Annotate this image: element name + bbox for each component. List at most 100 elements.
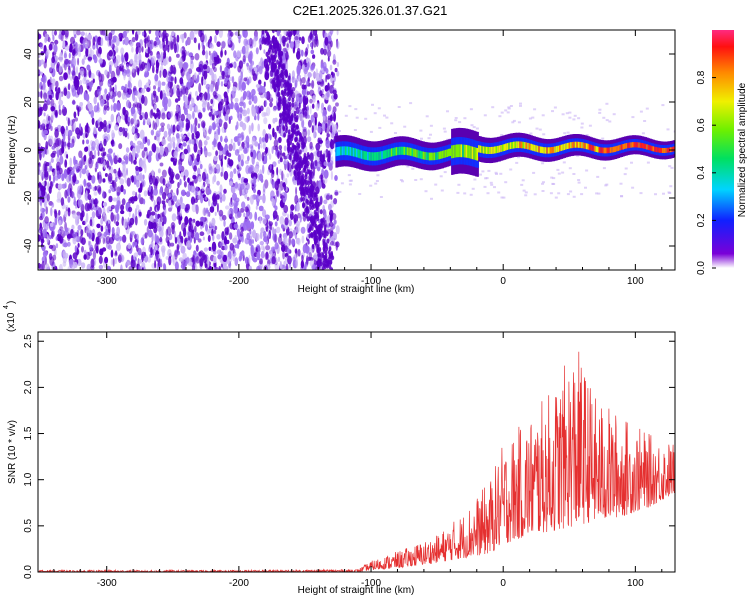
spectrogram-cell	[170, 64, 174, 74]
spectrogram-cell	[301, 77, 306, 84]
spectrogram-cell	[195, 255, 200, 264]
spectrogram-cell	[240, 96, 244, 105]
spectrogram-cell	[213, 155, 218, 162]
spectrogram-cell	[102, 206, 106, 217]
spectrogram-cell	[131, 126, 135, 134]
spectrogram-cell	[61, 173, 65, 182]
spectrogram-cell	[208, 50, 211, 56]
spectrogram-cell	[120, 204, 125, 211]
spectrogram-cell	[159, 43, 163, 49]
spectrogram-cell	[126, 177, 131, 187]
spectrogram-cell	[51, 83, 54, 91]
spectrogram-cell	[257, 123, 261, 132]
spectrogram-cell	[549, 192, 553, 195]
spectrogram-cell	[218, 209, 224, 217]
spectrogram-cell	[234, 212, 240, 219]
spectrogram-cell	[300, 163, 304, 169]
spectrogram-cell	[238, 239, 241, 245]
spectrogram-cell	[166, 73, 169, 83]
spectrogram-cell	[202, 171, 206, 182]
spectrogram-cell	[107, 172, 113, 182]
spectrogram-cell	[208, 199, 211, 207]
spectrogram-cell	[329, 259, 333, 265]
spectrogram-cell	[95, 245, 99, 254]
spectrogram-cell	[176, 84, 180, 90]
spectrogram-cell	[90, 73, 95, 80]
spectrogram-cell	[167, 81, 171, 90]
spectrogram-cell	[66, 90, 71, 99]
spectrogram-cell	[302, 202, 306, 209]
spectrogram-cell	[300, 260, 305, 269]
spectrogram-cell	[264, 100, 268, 107]
spectrogram-cell	[99, 121, 103, 128]
spectrogram-cell	[330, 170, 333, 181]
spectrogram-cell	[255, 84, 261, 88]
spectrogram-cell	[569, 190, 573, 193]
snr-series-line	[38, 351, 675, 572]
spectrogram-cell	[290, 30, 294, 35]
spectrogram-cell	[239, 183, 245, 190]
spectrogram-cell	[171, 31, 175, 37]
spectrogram-cell	[255, 205, 258, 210]
spectrogram-cell	[81, 168, 87, 175]
spectrogram-cell	[184, 95, 188, 106]
spectrogram-cell	[205, 223, 208, 232]
spectrogram-cell	[429, 124, 433, 127]
spectrogram-cell	[143, 252, 147, 257]
spectrogram-cell	[266, 65, 269, 71]
spectrogram-cell	[276, 59, 279, 65]
spectrogram-cell	[163, 50, 167, 60]
spectrogram-cell	[188, 94, 192, 100]
spectrogram-cell	[469, 193, 473, 196]
spectrogram-cell	[150, 195, 154, 202]
spectrogram-cell	[183, 181, 187, 188]
spectrogram-cell	[602, 116, 606, 119]
spectrogram-cell	[62, 105, 65, 110]
spectrogram-cell	[512, 119, 516, 122]
spectrogram-cell	[252, 73, 257, 82]
spectrogram-cell	[148, 184, 151, 193]
spectrogram-cell	[199, 231, 205, 236]
spectrogram-cell	[327, 106, 330, 111]
spectrogram-cell	[323, 228, 327, 234]
spectrogram-cell	[230, 94, 233, 103]
spectrogram-cell	[203, 247, 208, 252]
spectrogram-cell	[282, 250, 285, 260]
spectrogram-cell	[298, 36, 302, 41]
spectrogram-cell	[515, 161, 519, 164]
spectrogram-cell	[38, 142, 41, 148]
spectrogram-cell	[54, 128, 59, 138]
spectrogram-cell	[557, 192, 561, 195]
spectrogram-cell	[47, 97, 50, 104]
spectrogram-cell	[116, 101, 121, 111]
spectrogram-cell	[108, 165, 111, 170]
spectrogram-cell	[302, 95, 306, 105]
spectrogram-cell	[152, 249, 155, 256]
spectrogram-cell	[108, 32, 113, 41]
spectrogram-cell	[115, 36, 120, 47]
spectrogram-cell	[260, 85, 266, 94]
spectrogram-cell	[58, 109, 62, 116]
spectrogram-cell	[59, 235, 64, 244]
spectrogram-cell	[155, 68, 159, 74]
spectrogram-cell	[211, 217, 216, 227]
spectrogram-cell	[541, 114, 545, 117]
spectrogram-cell	[183, 62, 189, 69]
spectrogram-cell	[134, 134, 138, 141]
spectrogram-cell	[233, 61, 237, 69]
spectrogram-cell	[261, 244, 264, 251]
spectrogram-cell	[59, 30, 62, 41]
spectrogram-cell	[246, 196, 250, 201]
spectrogram-cell	[329, 139, 335, 150]
spectrogram-cell	[328, 246, 332, 252]
spectrogram-cell	[89, 49, 95, 57]
spectrogram-cell	[286, 173, 290, 178]
spectrogram-cell	[212, 234, 215, 241]
spectrogram-cell	[38, 182, 42, 187]
spectrogram-cell	[242, 55, 246, 63]
spectrogram-cell	[520, 183, 524, 186]
spectrogram-cell	[504, 109, 508, 112]
spectrogram-cell	[259, 136, 262, 145]
spectrogram-cell	[94, 133, 97, 139]
spectrogram-cell	[199, 92, 203, 101]
